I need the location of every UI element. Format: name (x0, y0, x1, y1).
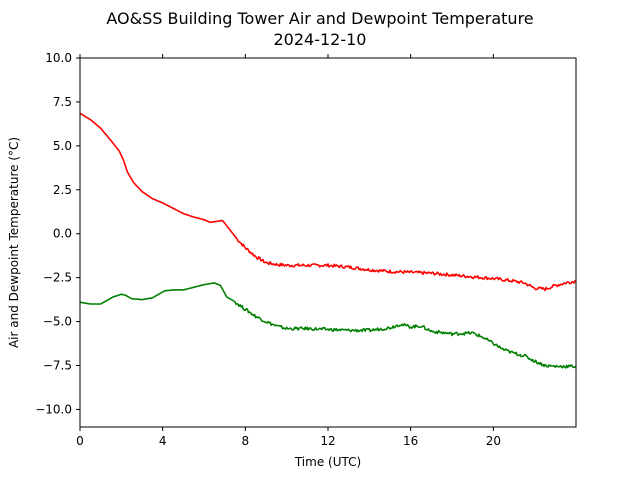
y-tick-label: 10.0 (45, 51, 72, 65)
chart-title: AO&SS Building Tower Air and Dewpoint Te… (106, 9, 533, 28)
x-axis: 0 4 8 12 16 20 (76, 54, 501, 448)
chart-subtitle: 2024-12-10 (274, 30, 367, 49)
y-tick-label: −5.0 (43, 315, 72, 329)
y-axis-label: Air and Dewpoint Temperature (°C) (7, 137, 21, 348)
series-line-1 (80, 112, 576, 292)
y-tick-label: −10.0 (35, 402, 72, 416)
x-tick-label: 12 (320, 434, 335, 448)
y-tick-label: −2.5 (43, 271, 72, 285)
y-axis: 10.0 7.5 5.0 2.5 0.0 −2.5 −5.0 −7.5 −10.0 (35, 51, 80, 416)
y-tick-label: −7.5 (43, 359, 72, 373)
series-line-2 (80, 282, 576, 369)
x-tick-label: 20 (486, 434, 501, 448)
y-tick-label: 7.5 (53, 95, 72, 109)
plot-area-frame (79, 57, 577, 428)
y-tick-label: 0.0 (53, 227, 72, 241)
y-tick-label: 2.5 (53, 183, 72, 197)
x-tick-label: 8 (242, 434, 250, 448)
x-tick-label: 16 (403, 434, 418, 448)
series-layer (80, 112, 576, 369)
y-tick-label: 5.0 (53, 139, 72, 153)
x-tick-label: 4 (159, 434, 167, 448)
x-axis-label: Time (UTC) (294, 455, 361, 469)
x-tick-label: 0 (76, 434, 84, 448)
